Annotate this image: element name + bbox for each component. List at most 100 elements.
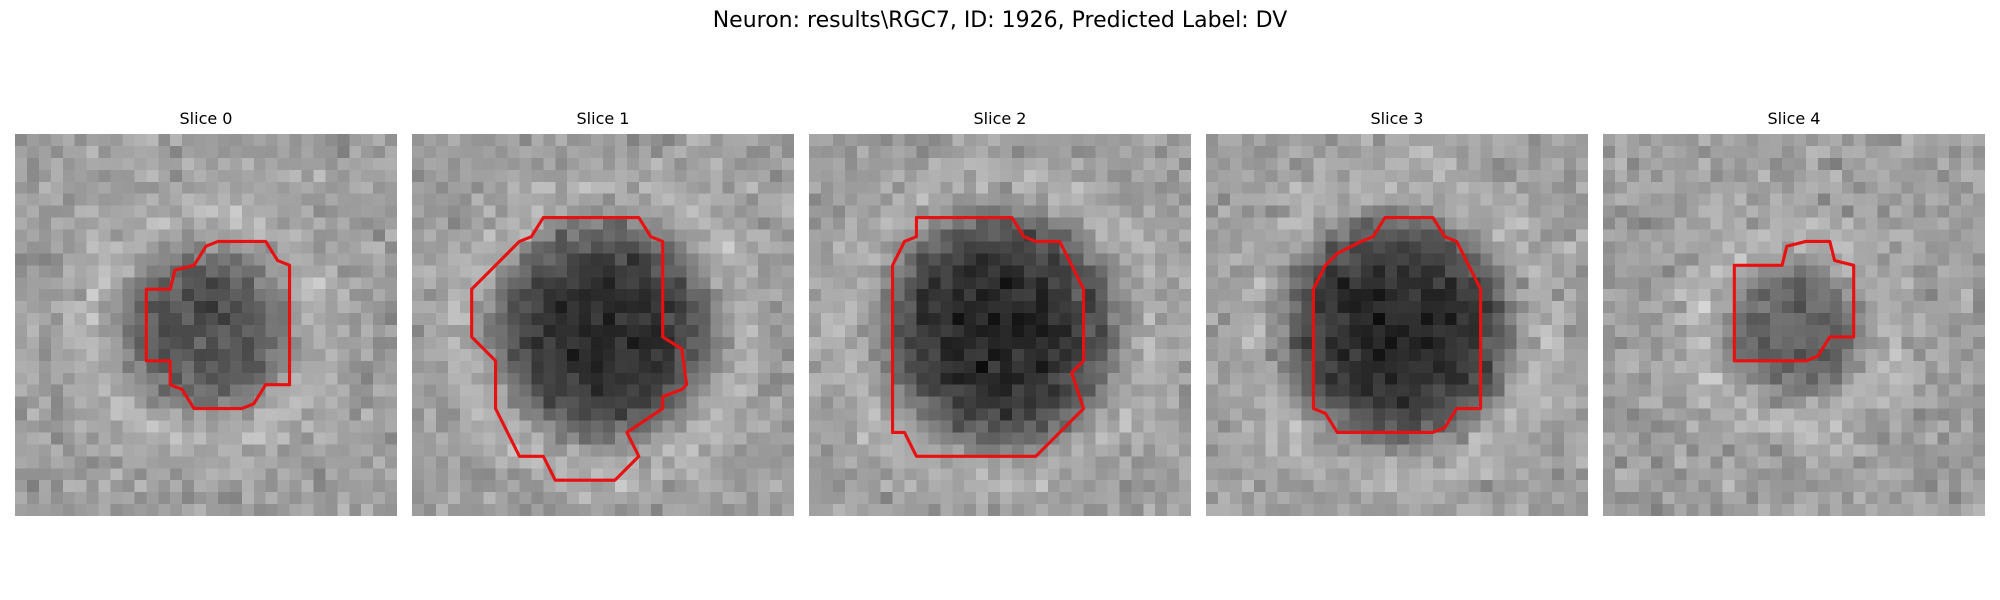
image-pixel [435, 492, 449, 505]
image-pixel [483, 480, 497, 493]
image-pixel [1289, 169, 1302, 183]
image-pixel [1603, 205, 1616, 219]
image-pixel [483, 277, 497, 290]
image-pixel [1131, 456, 1144, 469]
image-pixel [265, 289, 279, 302]
image-pixel [579, 193, 592, 207]
image-pixel [1710, 313, 1723, 326]
image-pixel [543, 420, 556, 433]
image-pixel [1143, 169, 1156, 183]
image-pixel [543, 396, 556, 410]
image-pixel [1035, 313, 1049, 326]
image-pixel [412, 360, 425, 374]
image-pixel [1143, 325, 1156, 338]
image-pixel [880, 456, 894, 469]
image-pixel [782, 456, 794, 469]
image-pixel [1614, 181, 1628, 195]
image-pixel [1167, 217, 1180, 230]
image-pixel [1011, 313, 1025, 326]
image-pixel [904, 480, 917, 493]
image-pixel [313, 313, 326, 326]
image-pixel [26, 468, 40, 481]
image-pixel [1253, 134, 1267, 147]
image-pixel [50, 336, 64, 350]
image-pixel [412, 396, 425, 410]
image-pixel [1289, 253, 1302, 266]
image-pixel [1576, 384, 1588, 398]
image-pixel [423, 241, 437, 254]
image-pixel [809, 492, 822, 505]
image-pixel [1698, 384, 1711, 398]
image-pixel [1241, 301, 1255, 314]
image-pixel [591, 134, 604, 147]
image-pixel [325, 325, 338, 338]
image-pixel [1576, 253, 1588, 266]
image-pixel [50, 384, 64, 398]
image-pixel [98, 289, 111, 302]
image-pixel [98, 241, 111, 254]
image-pixel [531, 193, 544, 207]
image-pixel [662, 301, 676, 314]
image-pixel [253, 157, 267, 171]
image-pixel [1805, 372, 1819, 386]
image-pixel [447, 265, 461, 278]
image-pixel [1698, 420, 1711, 433]
image-pixel [74, 372, 88, 386]
image-pixel [229, 205, 243, 219]
image-pixel [758, 193, 771, 207]
image-pixel [507, 325, 520, 338]
image-pixel [1361, 253, 1374, 266]
image-pixel [1444, 253, 1458, 266]
image-pixel [1516, 157, 1529, 171]
image-pixel [1468, 134, 1482, 147]
image-pixel [86, 241, 100, 254]
image-pixel [1614, 396, 1628, 410]
image-pixel [241, 145, 255, 159]
image-pixel [1770, 253, 1783, 266]
image-pixel [1925, 289, 1938, 302]
image-pixel [110, 504, 123, 516]
image-pixel [1516, 336, 1529, 350]
image-pixel [1614, 444, 1628, 457]
image-pixel [122, 157, 135, 171]
image-pixel [1059, 432, 1073, 445]
image-pixel [241, 253, 255, 266]
image-pixel [74, 277, 88, 290]
image-pixel [1468, 396, 1482, 410]
image-pixel [674, 408, 688, 421]
image-pixel [1603, 384, 1616, 398]
image-pixel [483, 241, 497, 254]
image-pixel [1528, 480, 1541, 493]
image-pixel [1119, 277, 1132, 290]
image-pixel [1023, 432, 1037, 445]
image-pixel [1253, 504, 1267, 516]
image-pixel [1662, 360, 1676, 374]
image-pixel [856, 229, 870, 242]
image-pixel [1877, 396, 1890, 410]
image-pixel [1770, 169, 1783, 183]
image-pixel [1552, 360, 1565, 374]
image-pixel [1552, 480, 1565, 493]
image-pixel [1614, 134, 1628, 147]
image-pixel [988, 169, 1001, 183]
image-pixel [1961, 253, 1974, 266]
image-pixel [782, 134, 794, 147]
image-pixel [1217, 289, 1231, 302]
image-pixel [1179, 504, 1191, 516]
image-pixel [832, 193, 846, 207]
image-pixel [62, 301, 76, 314]
image-pixel [373, 241, 386, 254]
image-pixel [1408, 336, 1422, 350]
image-pixel [1973, 372, 1985, 386]
image-pixel [952, 468, 965, 481]
image-pixel [1229, 384, 1243, 398]
image-pixel [844, 456, 858, 469]
image-pixel [86, 360, 100, 374]
image-pixel [361, 265, 374, 278]
image-pixel [1313, 181, 1326, 195]
image-pixel [976, 205, 989, 219]
image-pixel [1686, 241, 1699, 254]
image-pixel [1817, 217, 1831, 230]
image-pixel [1853, 396, 1867, 410]
image-pixel [1217, 480, 1231, 493]
